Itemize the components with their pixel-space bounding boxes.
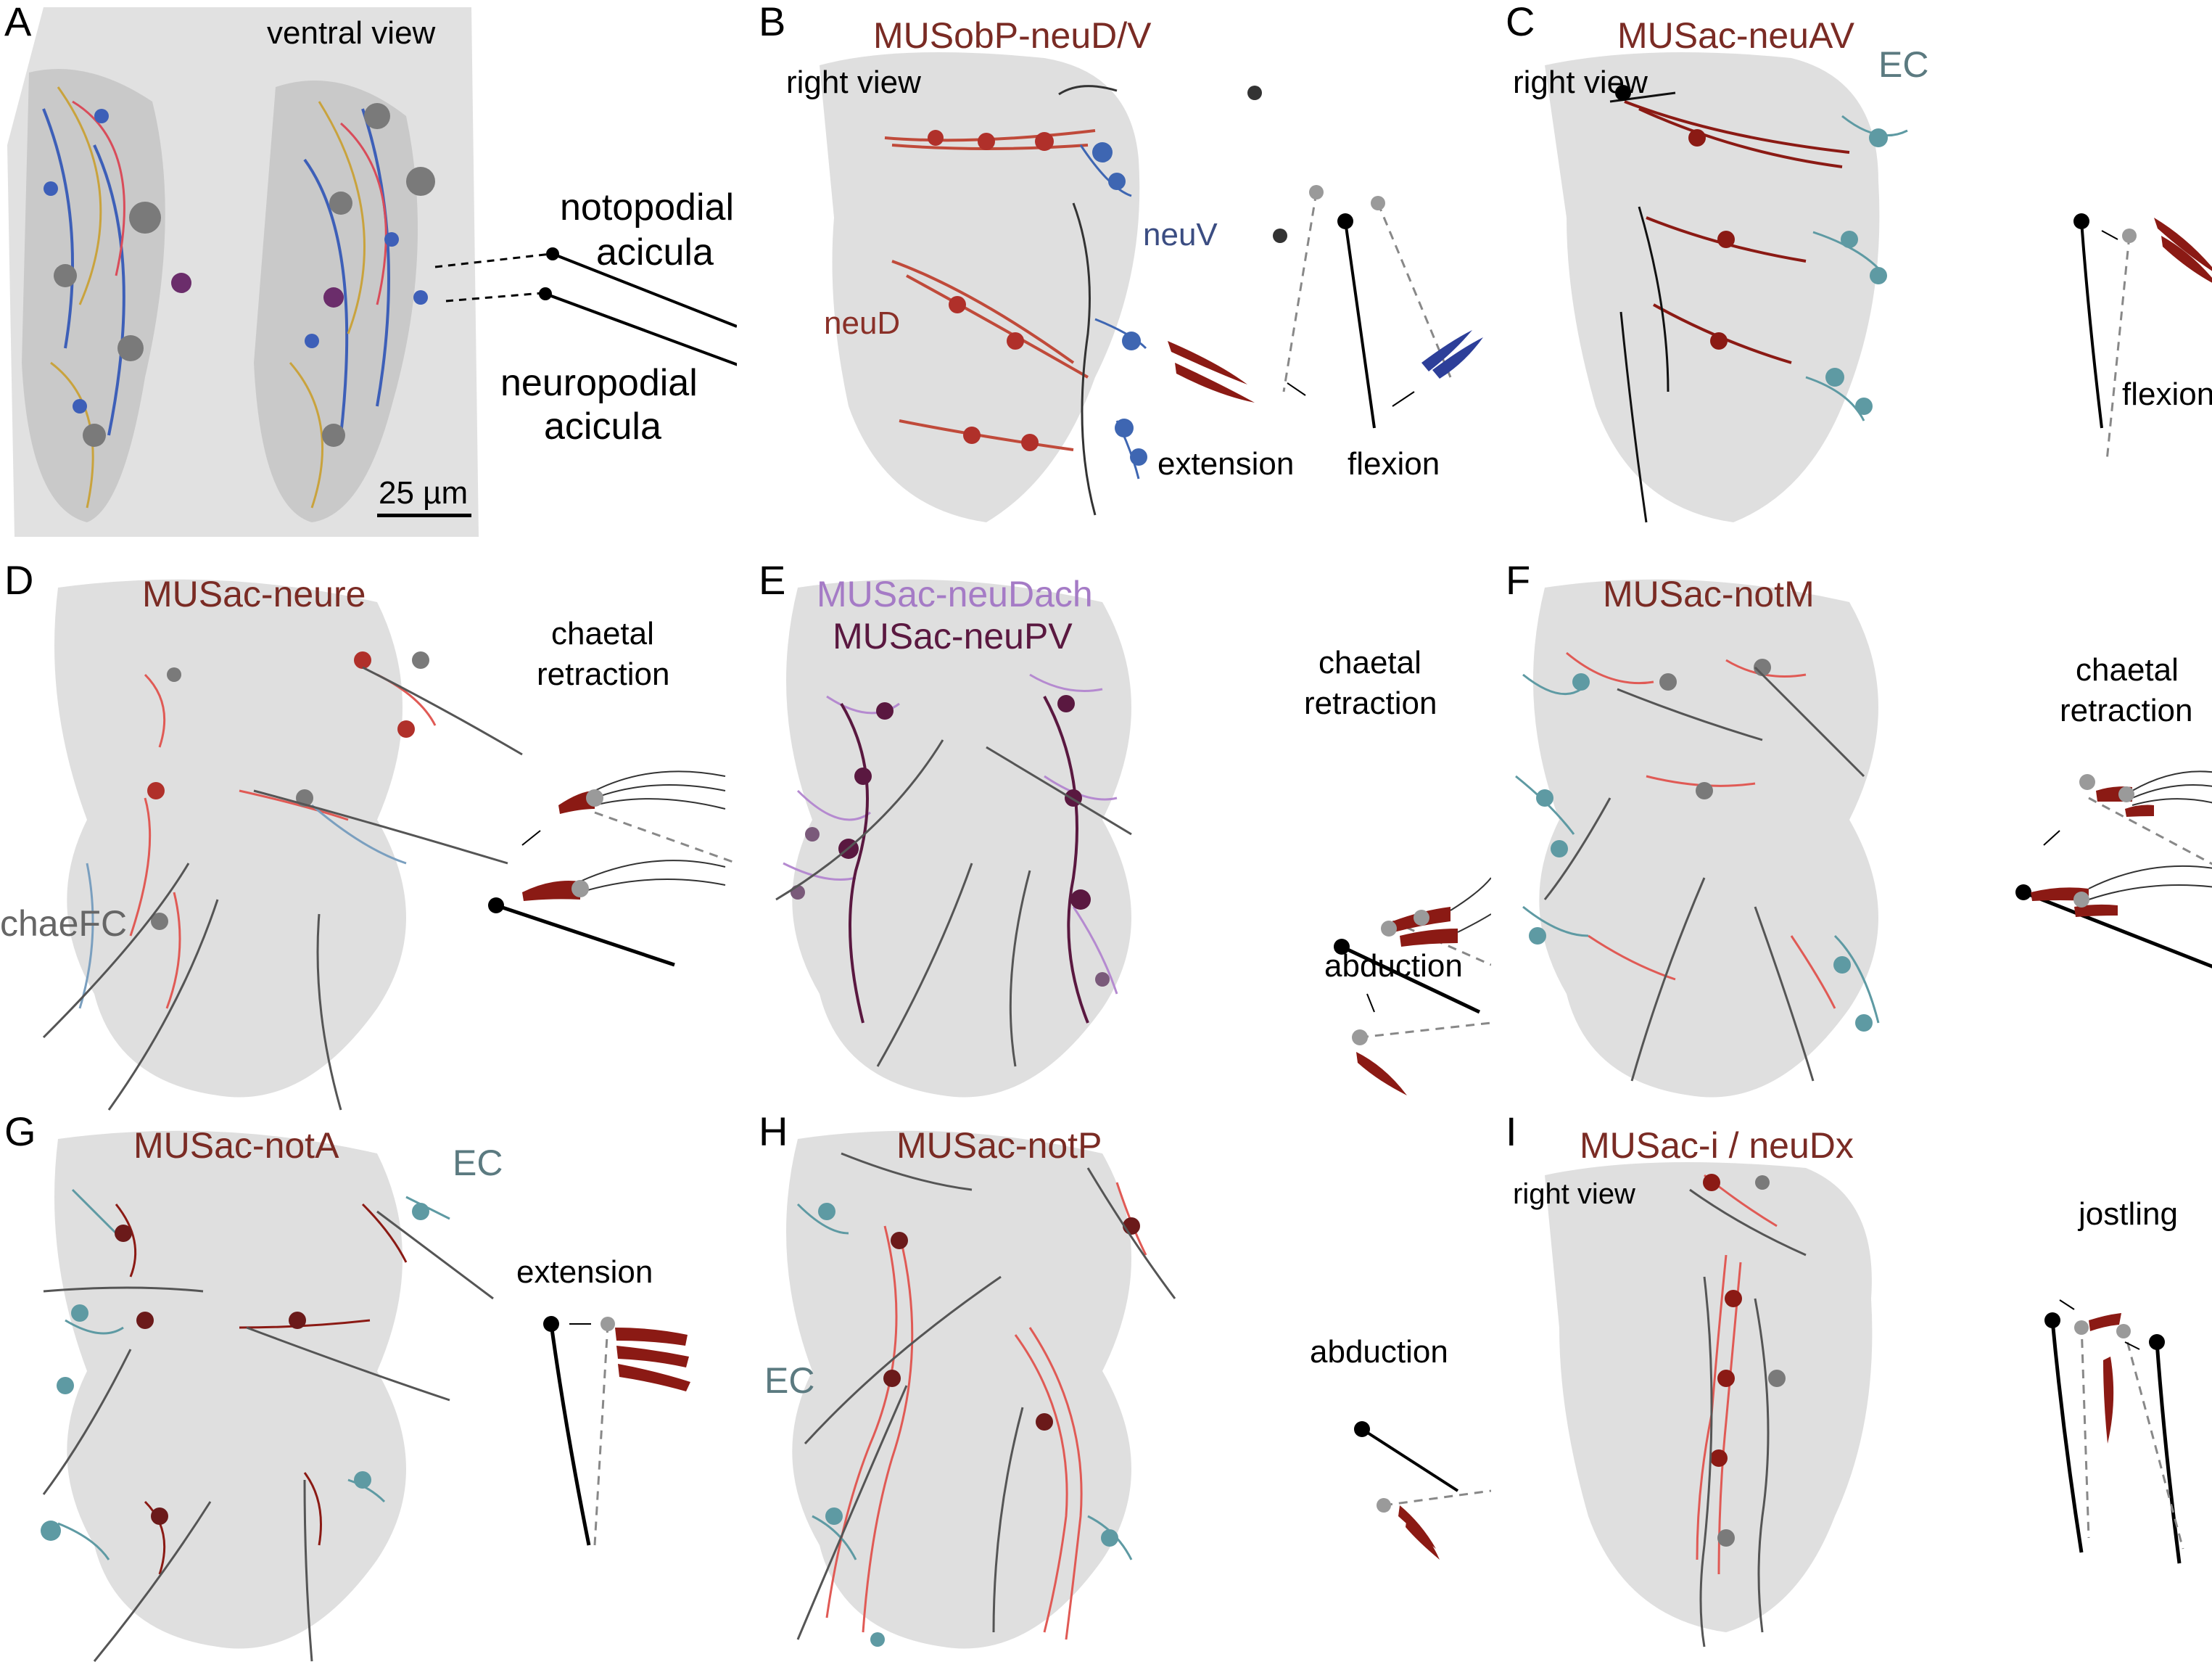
panel-title: MUSac-neuAV bbox=[1617, 15, 1854, 56]
neuropodial-acicula-label: acicula bbox=[544, 406, 661, 448]
notopodial-label: notopodial bbox=[560, 186, 734, 229]
panel-d-render bbox=[42, 579, 737, 1111]
panel-letter: G bbox=[4, 1108, 36, 1154]
panel-e-render bbox=[775, 579, 1491, 1098]
panel-a: A ventral view notopodial acicula neurop… bbox=[0, 0, 737, 552]
abduction-label: abduction bbox=[1324, 948, 1463, 984]
extension-label: extension bbox=[1157, 446, 1295, 482]
action-label-2: retraction bbox=[537, 657, 670, 692]
neud-label: neuD bbox=[824, 305, 901, 341]
action-label-1: chaetal bbox=[2076, 652, 2179, 688]
panel-f: F MUSac-notM chaetal retraction bbox=[1501, 559, 2212, 1111]
panel-letter: D bbox=[4, 557, 34, 603]
panel-letter: B bbox=[759, 0, 786, 44]
panel-letter: I bbox=[1506, 1108, 1517, 1154]
scale-label: 25 µm bbox=[379, 475, 469, 511]
panel-b: B MUSobP-neuD/V right view neuV neuD ext… bbox=[754, 0, 1491, 552]
neuv-label: neuV bbox=[1143, 217, 1218, 252]
action-label-1: chaetal bbox=[551, 616, 654, 651]
scale-bar bbox=[377, 514, 471, 517]
panel-title-2: MUSac-neuPV bbox=[833, 616, 1073, 657]
panel-letter: E bbox=[759, 557, 786, 603]
panel-h-render bbox=[786, 1130, 1491, 1649]
panel-title: MUSobP-neuD/V bbox=[873, 15, 1152, 56]
panel-i: I MUSac-i / neuDx right view jostling bbox=[1501, 1110, 2212, 1662]
panel-f-render bbox=[1515, 579, 2212, 1098]
panel-title: MUSac-i / neuDx bbox=[1580, 1125, 1854, 1166]
jostling-label: jostling bbox=[2079, 1196, 2178, 1232]
action-label-2: retraction bbox=[2060, 693, 2193, 728]
panel-i-render bbox=[1545, 1162, 2184, 1647]
panel-title: MUSac-notM bbox=[1603, 574, 1815, 614]
flexion-label: flexion bbox=[2122, 377, 2212, 412]
panel-title: MUSac-notA bbox=[133, 1125, 339, 1166]
panel-title-1: MUSac-neuDach bbox=[817, 574, 1093, 614]
panel-g-render bbox=[41, 1130, 690, 1662]
panel-letter: A bbox=[4, 0, 32, 44]
chaefc-label: chaeFC bbox=[0, 903, 128, 944]
panel-a-render bbox=[7, 7, 737, 537]
action-label-2: retraction bbox=[1304, 686, 1437, 721]
panel-d: D MUSac-neure chaetal retraction chaeFC bbox=[0, 559, 737, 1111]
panel-letter: H bbox=[759, 1108, 788, 1154]
panel-c-render bbox=[1545, 52, 2212, 523]
panel-b-render bbox=[820, 52, 1483, 522]
ec-label: EC bbox=[453, 1143, 503, 1183]
ec-label: EC bbox=[1878, 44, 1929, 85]
panel-e: E MUSac-neuDach MUSac-neuPV chaetal retr… bbox=[754, 559, 1491, 1111]
panel-letter: F bbox=[1506, 557, 1531, 603]
panel-h: H MUSac-notP EC abduction bbox=[754, 1110, 1491, 1662]
abduction-label: abduction bbox=[1310, 1334, 1448, 1370]
view-label: right view bbox=[786, 65, 921, 100]
extension-label: extension bbox=[516, 1254, 653, 1290]
view-label: right view bbox=[1513, 1178, 1635, 1210]
panel-title: MUSac-neure bbox=[142, 574, 366, 614]
ec-label: EC bbox=[764, 1360, 815, 1401]
panel-title: MUSac-notP bbox=[896, 1125, 1102, 1166]
flexion-label: flexion bbox=[1348, 446, 1440, 482]
neuropodial-label: neuropodial bbox=[500, 362, 698, 404]
panel-g: G MUSac-notA EC extension bbox=[0, 1110, 737, 1662]
action-label-1: chaetal bbox=[1318, 645, 1421, 680]
view-label: ventral view bbox=[267, 15, 436, 51]
notopodial-acicula-label: acicula bbox=[596, 231, 714, 273]
panel-c: C MUSac-neuAV right view EC flexion bbox=[1501, 0, 2212, 552]
view-label: right view bbox=[1513, 65, 1648, 100]
panel-letter: C bbox=[1506, 0, 1535, 44]
